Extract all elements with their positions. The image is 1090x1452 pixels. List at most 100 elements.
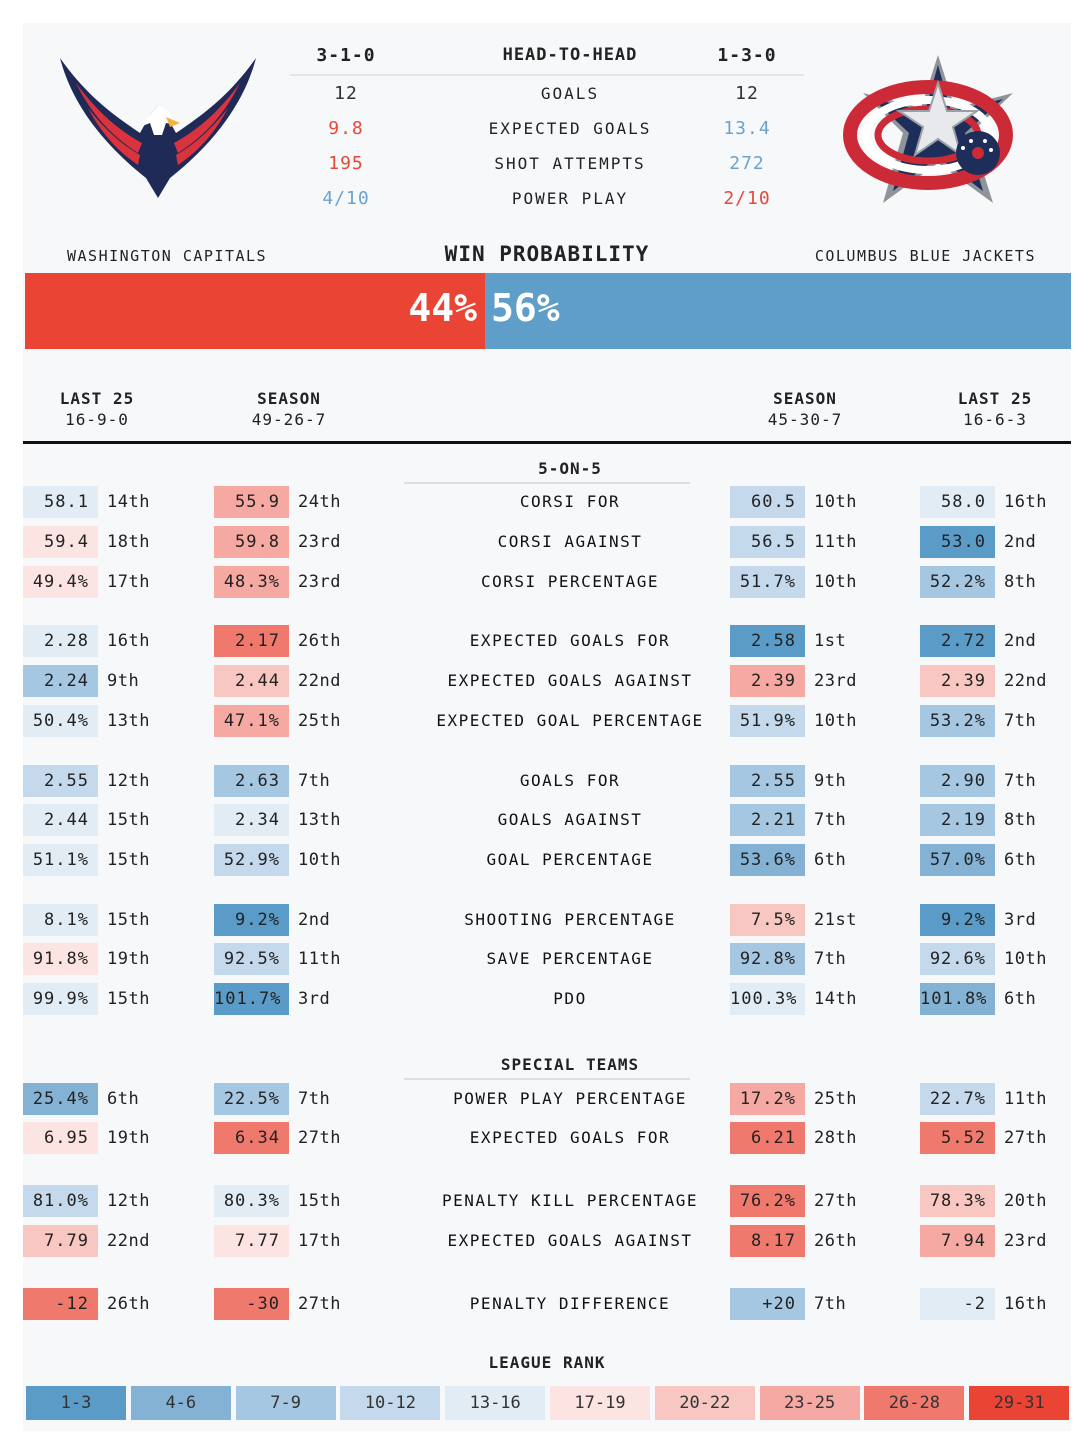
stat-rank: 13th <box>298 810 341 830</box>
section-title-special-teams: SPECIAL TEAMS <box>500 1055 640 1074</box>
stat-value-cell: 78.3% <box>920 1185 995 1217</box>
stat-value-cell: 60.5 <box>730 486 805 518</box>
matchup-card: 3-1-0 HEAD-TO-HEAD 1-3-0 12 GOALS 12 9.8 EXP… <box>23 23 1071 1431</box>
stat-rank: 16th <box>1004 1294 1047 1314</box>
stat-value-cell: 6.34 <box>214 1122 289 1154</box>
column-title: SEASON <box>257 389 321 408</box>
stat-value-cell: 51.1% <box>23 844 98 876</box>
stat-rank: 23rd <box>814 671 857 691</box>
stat-label: EXPECTED GOALS AGAINST <box>447 671 693 690</box>
stat-rank: 8th <box>1004 810 1037 830</box>
stat-rank: 10th <box>814 572 857 592</box>
stat-rank: 1st <box>814 631 847 651</box>
stat-value-cell: 2.19 <box>920 804 995 836</box>
stat-value-cell: 51.9% <box>730 705 805 737</box>
h2h-left-value: 12 <box>334 83 358 104</box>
stat-rank: 27th <box>1004 1128 1047 1148</box>
stat-value-cell: 2.21 <box>730 804 805 836</box>
stat-value-cell: 58.0 <box>920 486 995 518</box>
stat-rank: 7th <box>814 810 847 830</box>
stat-label: PENALTY KILL PERCENTAGE <box>441 1191 699 1210</box>
stat-value-cell: 9.2% <box>214 904 289 936</box>
stat-rank: 23rd <box>1004 1231 1047 1251</box>
legend-swatch: 17-19 <box>550 1386 650 1420</box>
stat-rank: 14th <box>814 989 857 1009</box>
h2h-right-value: 12 <box>735 83 759 104</box>
stat-value-cell: 7.5% <box>730 904 805 936</box>
stat-rank: 27th <box>298 1294 341 1314</box>
stat-rank: 2nd <box>298 910 331 930</box>
stat-rank: 9th <box>107 671 140 691</box>
stat-value-cell: -2 <box>920 1288 995 1320</box>
h2h-right-value: 13.4 <box>723 118 771 139</box>
stat-label: SAVE PERCENTAGE <box>486 949 654 968</box>
stat-rank: 10th <box>1004 949 1047 969</box>
stat-label: EXPECTED GOALS FOR <box>469 631 671 650</box>
section-title-5on5: 5-ON-5 <box>538 459 602 478</box>
stat-value-cell: 2.90 <box>920 765 995 797</box>
stat-rank: 23rd <box>298 532 341 552</box>
right-team-name: COLUMBUS BLUE JACKETS <box>814 247 1036 265</box>
stat-value-cell: 2.55 <box>23 765 98 797</box>
stat-value-cell: 2.58 <box>730 625 805 657</box>
stat-value-cell: 7.77 <box>214 1225 289 1257</box>
legend-swatch: 23-25 <box>759 1386 860 1420</box>
column-record: 49-26-7 <box>251 410 327 429</box>
stat-rank: 27th <box>298 1128 341 1148</box>
h2h-label: SHOT ATTEMPTS <box>494 154 646 173</box>
stat-rank: 2nd <box>1004 532 1037 552</box>
stat-value-cell: 5.52 <box>920 1122 995 1154</box>
stat-value-cell: +20 <box>730 1288 805 1320</box>
stat-rank: 7th <box>298 771 331 791</box>
stat-rank: 19th <box>107 949 150 969</box>
stat-rank: 16th <box>1004 492 1047 512</box>
stat-rank: 8th <box>1004 572 1037 592</box>
legend-swatch: 4-6 <box>130 1386 231 1420</box>
h2h-label: POWER PLAY <box>511 189 629 208</box>
stat-rank: 7th <box>814 1294 847 1314</box>
stat-label: CORSI PERCENTAGE <box>480 572 660 591</box>
h2h-right-value: 2/10 <box>723 188 771 209</box>
stat-rank: 15th <box>298 1191 341 1211</box>
stat-value-cell: 76.2% <box>730 1185 805 1217</box>
stat-value-cell: 2.39 <box>920 665 995 697</box>
stat-value-cell: 7.79 <box>23 1225 98 1257</box>
stat-rank: 25th <box>298 711 341 731</box>
stat-value-cell: 9.2% <box>920 904 995 936</box>
stat-value-cell: 92.5% <box>214 943 289 975</box>
stat-rank: 15th <box>107 989 150 1009</box>
stat-rank: 12th <box>107 1191 150 1211</box>
win-probability-right-fill: 56% <box>485 273 1071 349</box>
stat-value-cell: 8.1% <box>23 904 98 936</box>
stat-value-cell: 2.63 <box>214 765 289 797</box>
column-header-left-last25: LAST 25 16-9-0 <box>27 389 167 429</box>
stat-rank: 7th <box>1004 771 1037 791</box>
stat-rank: 14th <box>107 492 150 512</box>
section-divider <box>404 1078 690 1080</box>
stat-rank: 15th <box>107 850 150 870</box>
stat-rank: 28th <box>814 1128 857 1148</box>
stat-value-cell: 49.4% <box>23 566 98 598</box>
stat-rank: 10th <box>814 492 857 512</box>
legend-title: LEAGUE RANK <box>488 1353 606 1372</box>
stat-value-cell: 2.39 <box>730 665 805 697</box>
stat-rank: 22nd <box>298 671 341 691</box>
stat-value-cell: 2.44 <box>214 665 289 697</box>
stat-rank: 25th <box>814 1089 857 1109</box>
left-team-name: WASHINGTON CAPITALS <box>67 247 268 265</box>
stat-rank: 18th <box>107 532 150 552</box>
stat-value-cell: 53.6% <box>730 844 805 876</box>
stat-value-cell: 101.8% <box>920 983 995 1015</box>
stat-label: PENALTY DIFFERENCE <box>469 1294 671 1313</box>
stat-rank: 9th <box>814 771 847 791</box>
h2h-label: EXPECTED GOALS <box>488 119 652 138</box>
stat-label: GOALS FOR <box>519 771 621 790</box>
column-header-right-last25: LAST 25 16-6-3 <box>925 389 1065 429</box>
stat-label: GOAL PERCENTAGE <box>486 850 654 869</box>
stat-value-cell: 56.5 <box>730 526 805 558</box>
h2h-label: GOALS <box>540 84 600 103</box>
stat-rank: 17th <box>107 572 150 592</box>
win-probability-left-fill: 44% <box>25 273 485 349</box>
stat-value-cell: 92.8% <box>730 943 805 975</box>
stat-rank: 15th <box>107 810 150 830</box>
